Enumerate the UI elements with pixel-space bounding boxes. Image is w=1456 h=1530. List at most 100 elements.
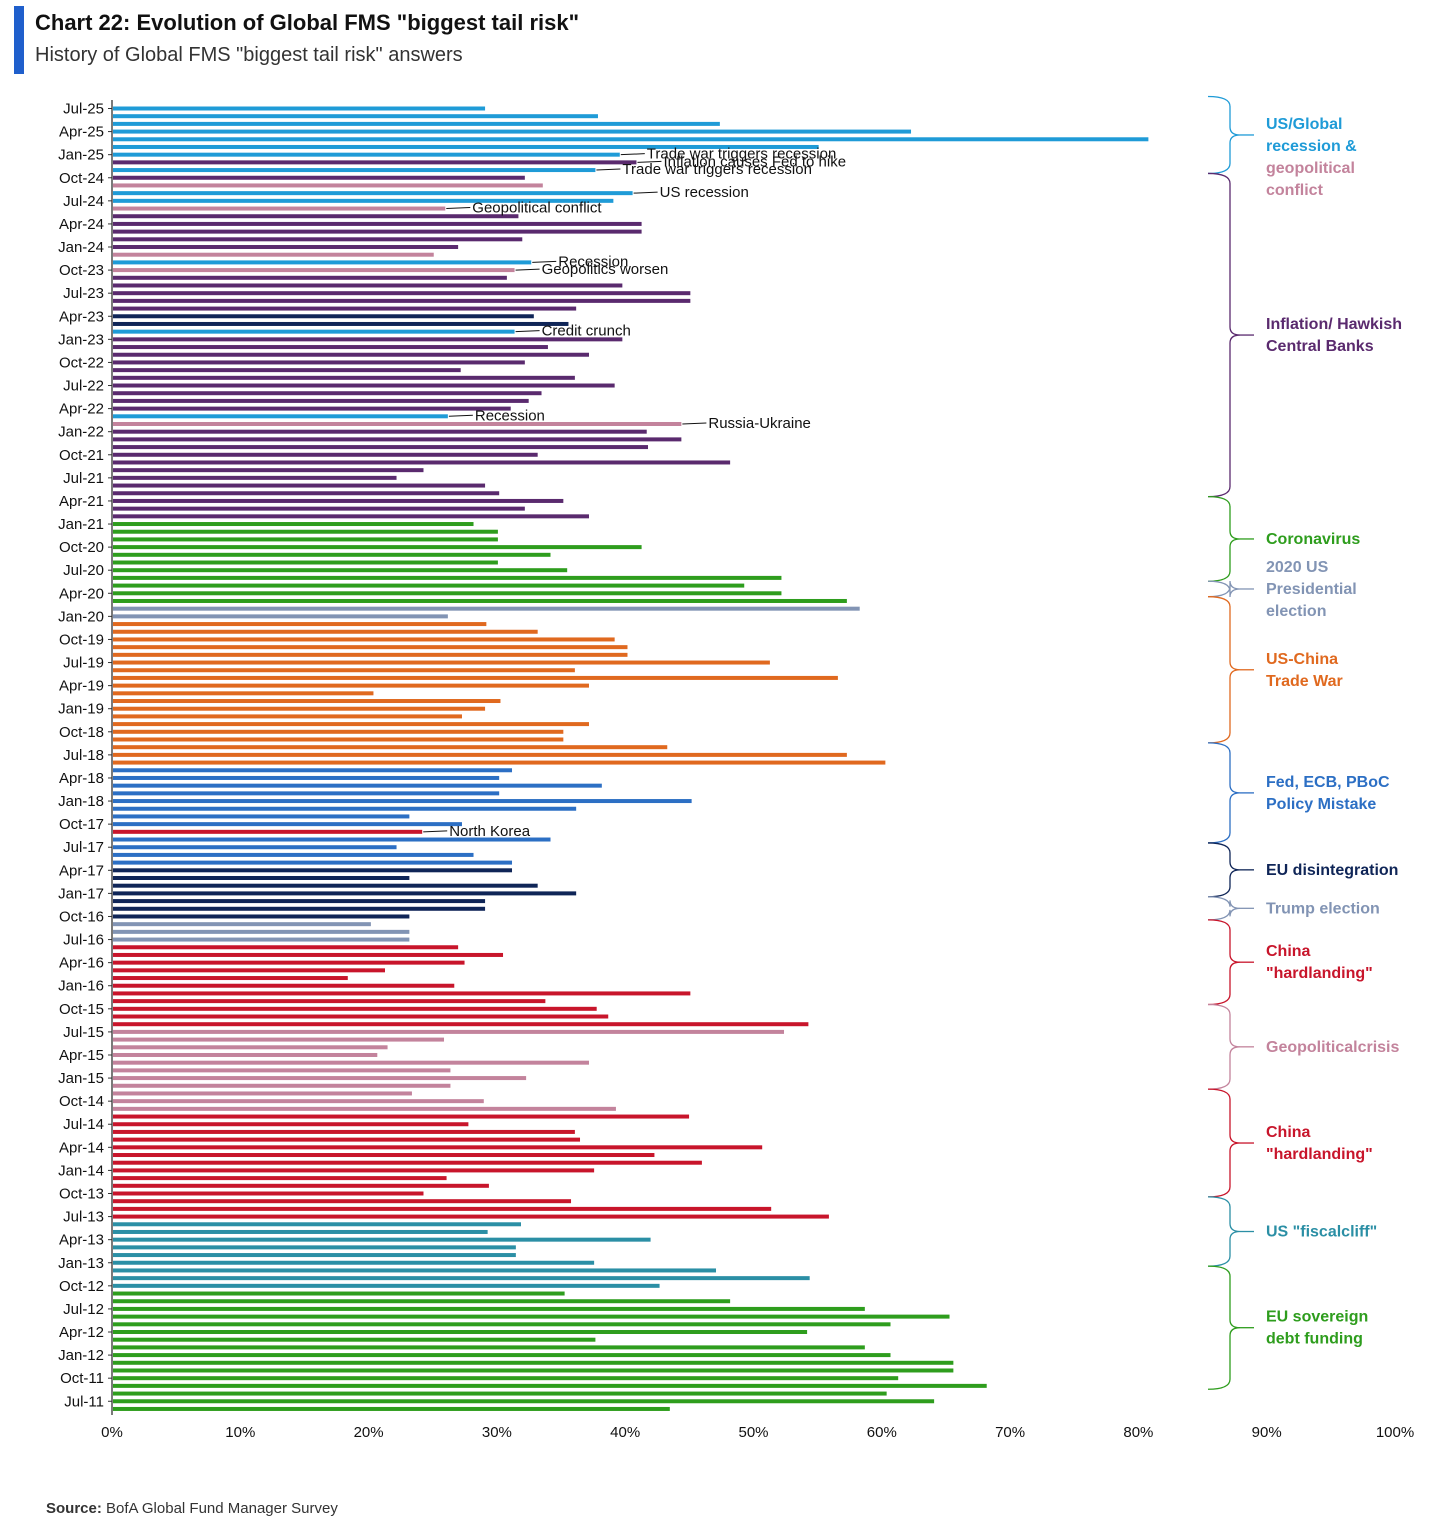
bar <box>113 1076 527 1081</box>
bar <box>113 929 410 934</box>
bar <box>113 683 589 688</box>
bar <box>113 114 598 119</box>
bar <box>113 983 455 988</box>
bar <box>113 768 513 773</box>
bar <box>113 652 628 657</box>
annotation-label: Trade war triggers recession <box>622 161 812 178</box>
bar <box>113 806 577 811</box>
bar <box>113 1368 954 1373</box>
bar <box>113 668 575 673</box>
legend-label: Policy Mistake <box>1266 796 1376 813</box>
bar <box>113 429 647 434</box>
bar <box>113 922 371 927</box>
annotation-label: Russia-Ukraine <box>708 415 811 432</box>
bar <box>113 398 529 403</box>
bar <box>113 976 348 981</box>
x-tick-label: 40% <box>610 1424 640 1441</box>
legend-label: conflict <box>1266 182 1324 199</box>
bar <box>113 545 642 550</box>
annotation-leader <box>596 168 621 171</box>
y-tick-label: Jul-11 <box>64 1393 104 1410</box>
bar <box>113 160 637 165</box>
bar <box>113 760 886 765</box>
bar <box>113 452 538 457</box>
bar <box>113 868 513 873</box>
bar <box>113 121 720 126</box>
legend-label: Geopoliticalcrisis <box>1266 1039 1399 1056</box>
bar <box>113 345 548 350</box>
bar <box>113 237 523 242</box>
bar <box>113 660 770 665</box>
annotation-label: Recession <box>475 407 545 424</box>
legend-label: Inflation/ Hawkish <box>1266 316 1402 333</box>
bar <box>113 914 410 919</box>
y-tick-label: Jul-25 <box>63 101 104 118</box>
legend-label: election <box>1266 603 1326 620</box>
x-tick-label: 70% <box>995 1424 1025 1441</box>
bar <box>113 1099 484 1104</box>
bar <box>113 622 487 627</box>
legend-label: US-China <box>1266 651 1338 668</box>
y-tick-label: Apr-15 <box>59 1047 104 1064</box>
bar <box>113 1199 572 1204</box>
bar <box>113 360 525 365</box>
bar <box>113 1291 565 1296</box>
y-tick-label: Jan-25 <box>58 147 104 164</box>
y-tick-label: Apr-18 <box>59 770 104 787</box>
y-tick-label: Jan-20 <box>58 608 104 625</box>
bar <box>113 675 838 680</box>
bar <box>113 1222 521 1227</box>
bar <box>113 1014 609 1019</box>
bar <box>113 1060 589 1065</box>
bar <box>113 306 577 311</box>
legend-label: Trump election <box>1266 900 1380 917</box>
bar <box>113 729 564 734</box>
y-tick-label: Jan-22 <box>58 424 104 441</box>
bar <box>113 1383 987 1388</box>
bar <box>113 1345 865 1350</box>
bar <box>113 1176 447 1181</box>
legend-label: China <box>1266 943 1311 960</box>
bar <box>113 406 511 411</box>
title-accent-bar <box>14 6 24 74</box>
bar <box>113 1391 887 1396</box>
legend-label: EU sovereign <box>1266 1309 1368 1326</box>
x-tick-label: 10% <box>225 1424 255 1441</box>
annotation-leader <box>515 330 540 333</box>
y-tick-label: Apr-16 <box>59 955 104 972</box>
bar <box>113 1299 731 1304</box>
bar <box>113 937 410 942</box>
bar <box>113 645 628 650</box>
annotation-leader <box>515 268 540 271</box>
bar <box>113 1129 575 1134</box>
legend-label: 2020 US <box>1266 559 1329 576</box>
x-tick-label: 80% <box>1123 1424 1153 1441</box>
bar <box>113 829 423 834</box>
y-tick-label: Apr-21 <box>59 493 104 510</box>
annotation-label: Credit crunch <box>542 323 631 340</box>
bar <box>113 314 534 319</box>
bar <box>113 1337 596 1342</box>
y-tick-label: Jul-18 <box>63 747 104 764</box>
y-tick-label: Oct-22 <box>59 354 104 371</box>
y-tick-label: Jul-16 <box>63 932 104 949</box>
bar <box>113 483 486 488</box>
bar <box>113 906 486 911</box>
y-tick-label: Oct-12 <box>59 1278 104 1295</box>
bar <box>113 968 385 973</box>
bar <box>113 1214 829 1219</box>
y-tick-label: Apr-12 <box>59 1324 104 1341</box>
bar-chart: Jul-25 Apr-25 Jan-25 Oct-24 Jul-24 Apr-24 Jan-… <box>58 95 1414 1441</box>
bar <box>113 375 575 380</box>
bar <box>113 1029 785 1034</box>
bar <box>113 722 589 727</box>
annotation-leader <box>532 260 557 263</box>
x-tick-label: 60% <box>867 1424 897 1441</box>
y-tick-label: Oct-20 <box>59 539 104 556</box>
bar <box>113 283 623 288</box>
legend-brace <box>1207 896 1241 921</box>
bar <box>113 1237 651 1242</box>
legend-label: recession & <box>1266 138 1357 155</box>
y-tick-label: Oct-17 <box>59 816 104 833</box>
bar <box>113 1006 597 1011</box>
